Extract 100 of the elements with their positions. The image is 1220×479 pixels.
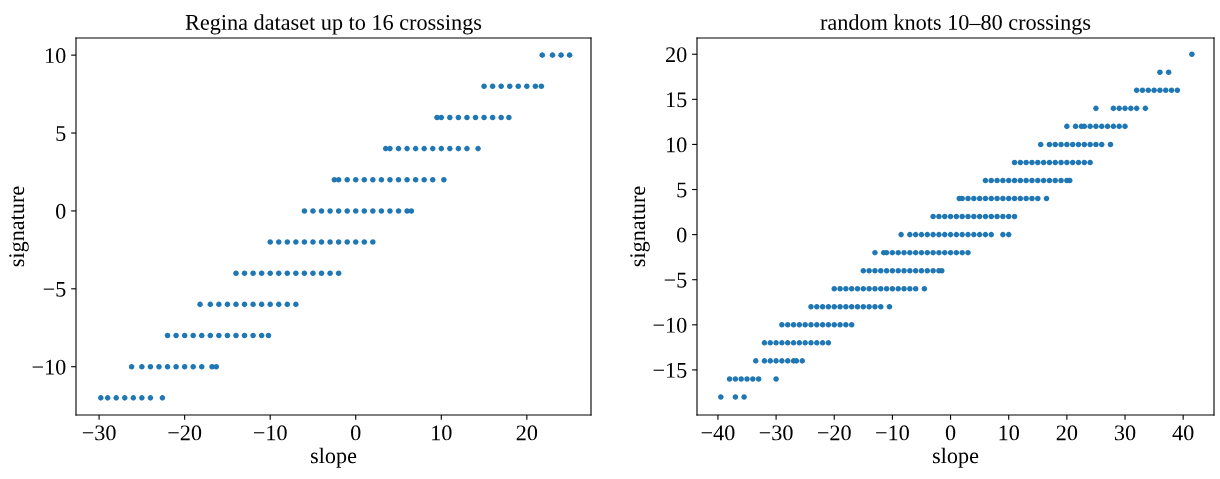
- point: [907, 231, 913, 238]
- point: [1157, 87, 1163, 94]
- point: [310, 270, 316, 277]
- point: [1040, 159, 1047, 166]
- point: [796, 322, 803, 328]
- point: [901, 249, 907, 256]
- chart-title: Regina dataset up to 16 crossings: [185, 14, 482, 35]
- point: [327, 270, 333, 277]
- point: [318, 239, 325, 245]
- point: [190, 363, 196, 370]
- point: [831, 303, 838, 310]
- point: [741, 394, 747, 400]
- point: [181, 363, 188, 370]
- point: [1107, 141, 1114, 148]
- point: [1000, 231, 1006, 238]
- y-tick-label: 10: [667, 137, 687, 153]
- point: [352, 176, 359, 183]
- point: [447, 145, 453, 152]
- point: [808, 340, 814, 346]
- point: [814, 322, 820, 328]
- point: [370, 208, 376, 214]
- point: [284, 270, 291, 277]
- x-tick-label: −10: [876, 425, 909, 441]
- point: [883, 267, 890, 274]
- point: [481, 114, 487, 121]
- point: [1017, 159, 1024, 166]
- y-tick-label: −5: [43, 281, 66, 297]
- point: [866, 303, 872, 310]
- point: [872, 285, 878, 292]
- point: [1035, 159, 1041, 166]
- point: [877, 267, 884, 274]
- x-tick-label: −20: [817, 425, 851, 441]
- point: [258, 270, 265, 277]
- point: [352, 208, 359, 214]
- point: [173, 332, 179, 339]
- point: [233, 301, 239, 308]
- point: [1005, 177, 1012, 184]
- point: [976, 231, 983, 238]
- point: [370, 239, 376, 245]
- point: [790, 322, 797, 328]
- point: [1128, 105, 1134, 112]
- point: [767, 358, 774, 364]
- point: [930, 231, 936, 238]
- point: [1046, 177, 1053, 184]
- point: [1000, 177, 1006, 184]
- point: [233, 332, 239, 339]
- point: [953, 249, 960, 256]
- x-tick-label: −10: [253, 425, 287, 441]
- point: [275, 270, 282, 277]
- point: [994, 195, 1000, 202]
- point: [378, 208, 385, 214]
- point: [1029, 159, 1035, 166]
- point: [284, 239, 291, 245]
- point: [854, 285, 861, 292]
- point: [335, 270, 342, 277]
- x-tick-label: 40: [1172, 425, 1194, 441]
- point: [335, 208, 342, 214]
- point: [802, 340, 808, 346]
- point: [982, 213, 989, 220]
- point: [947, 249, 954, 256]
- point: [421, 145, 427, 152]
- point: [976, 195, 983, 202]
- point: [147, 395, 154, 401]
- point: [912, 267, 919, 274]
- point: [907, 249, 913, 256]
- point: [837, 303, 843, 310]
- point: [1093, 141, 1099, 148]
- point: [198, 332, 205, 339]
- y-tick-label: 0: [677, 227, 687, 243]
- point: [819, 303, 826, 310]
- point: [1087, 141, 1093, 148]
- point: [907, 267, 913, 274]
- point: [524, 83, 530, 90]
- point: [395, 208, 402, 214]
- point: [924, 249, 931, 256]
- point: [1093, 123, 1099, 130]
- point: [726, 376, 733, 382]
- y-tick-label: 5: [56, 126, 66, 141]
- point: [1189, 51, 1195, 58]
- point: [1023, 177, 1029, 184]
- x-tick-label: 0: [945, 425, 956, 441]
- point: [98, 395, 104, 401]
- point: [1142, 105, 1149, 112]
- point: [848, 285, 855, 292]
- point: [872, 303, 878, 310]
- point: [912, 285, 919, 292]
- point: [941, 249, 948, 256]
- point: [395, 176, 402, 183]
- point: [209, 363, 215, 370]
- point: [327, 208, 333, 214]
- point: [1058, 159, 1064, 166]
- point: [267, 301, 273, 308]
- point: [421, 176, 427, 183]
- point: [1174, 87, 1181, 94]
- point: [498, 114, 504, 121]
- point: [761, 340, 768, 346]
- point: [848, 322, 855, 328]
- point: [412, 176, 419, 183]
- point: [558, 52, 564, 58]
- point: [344, 176, 350, 183]
